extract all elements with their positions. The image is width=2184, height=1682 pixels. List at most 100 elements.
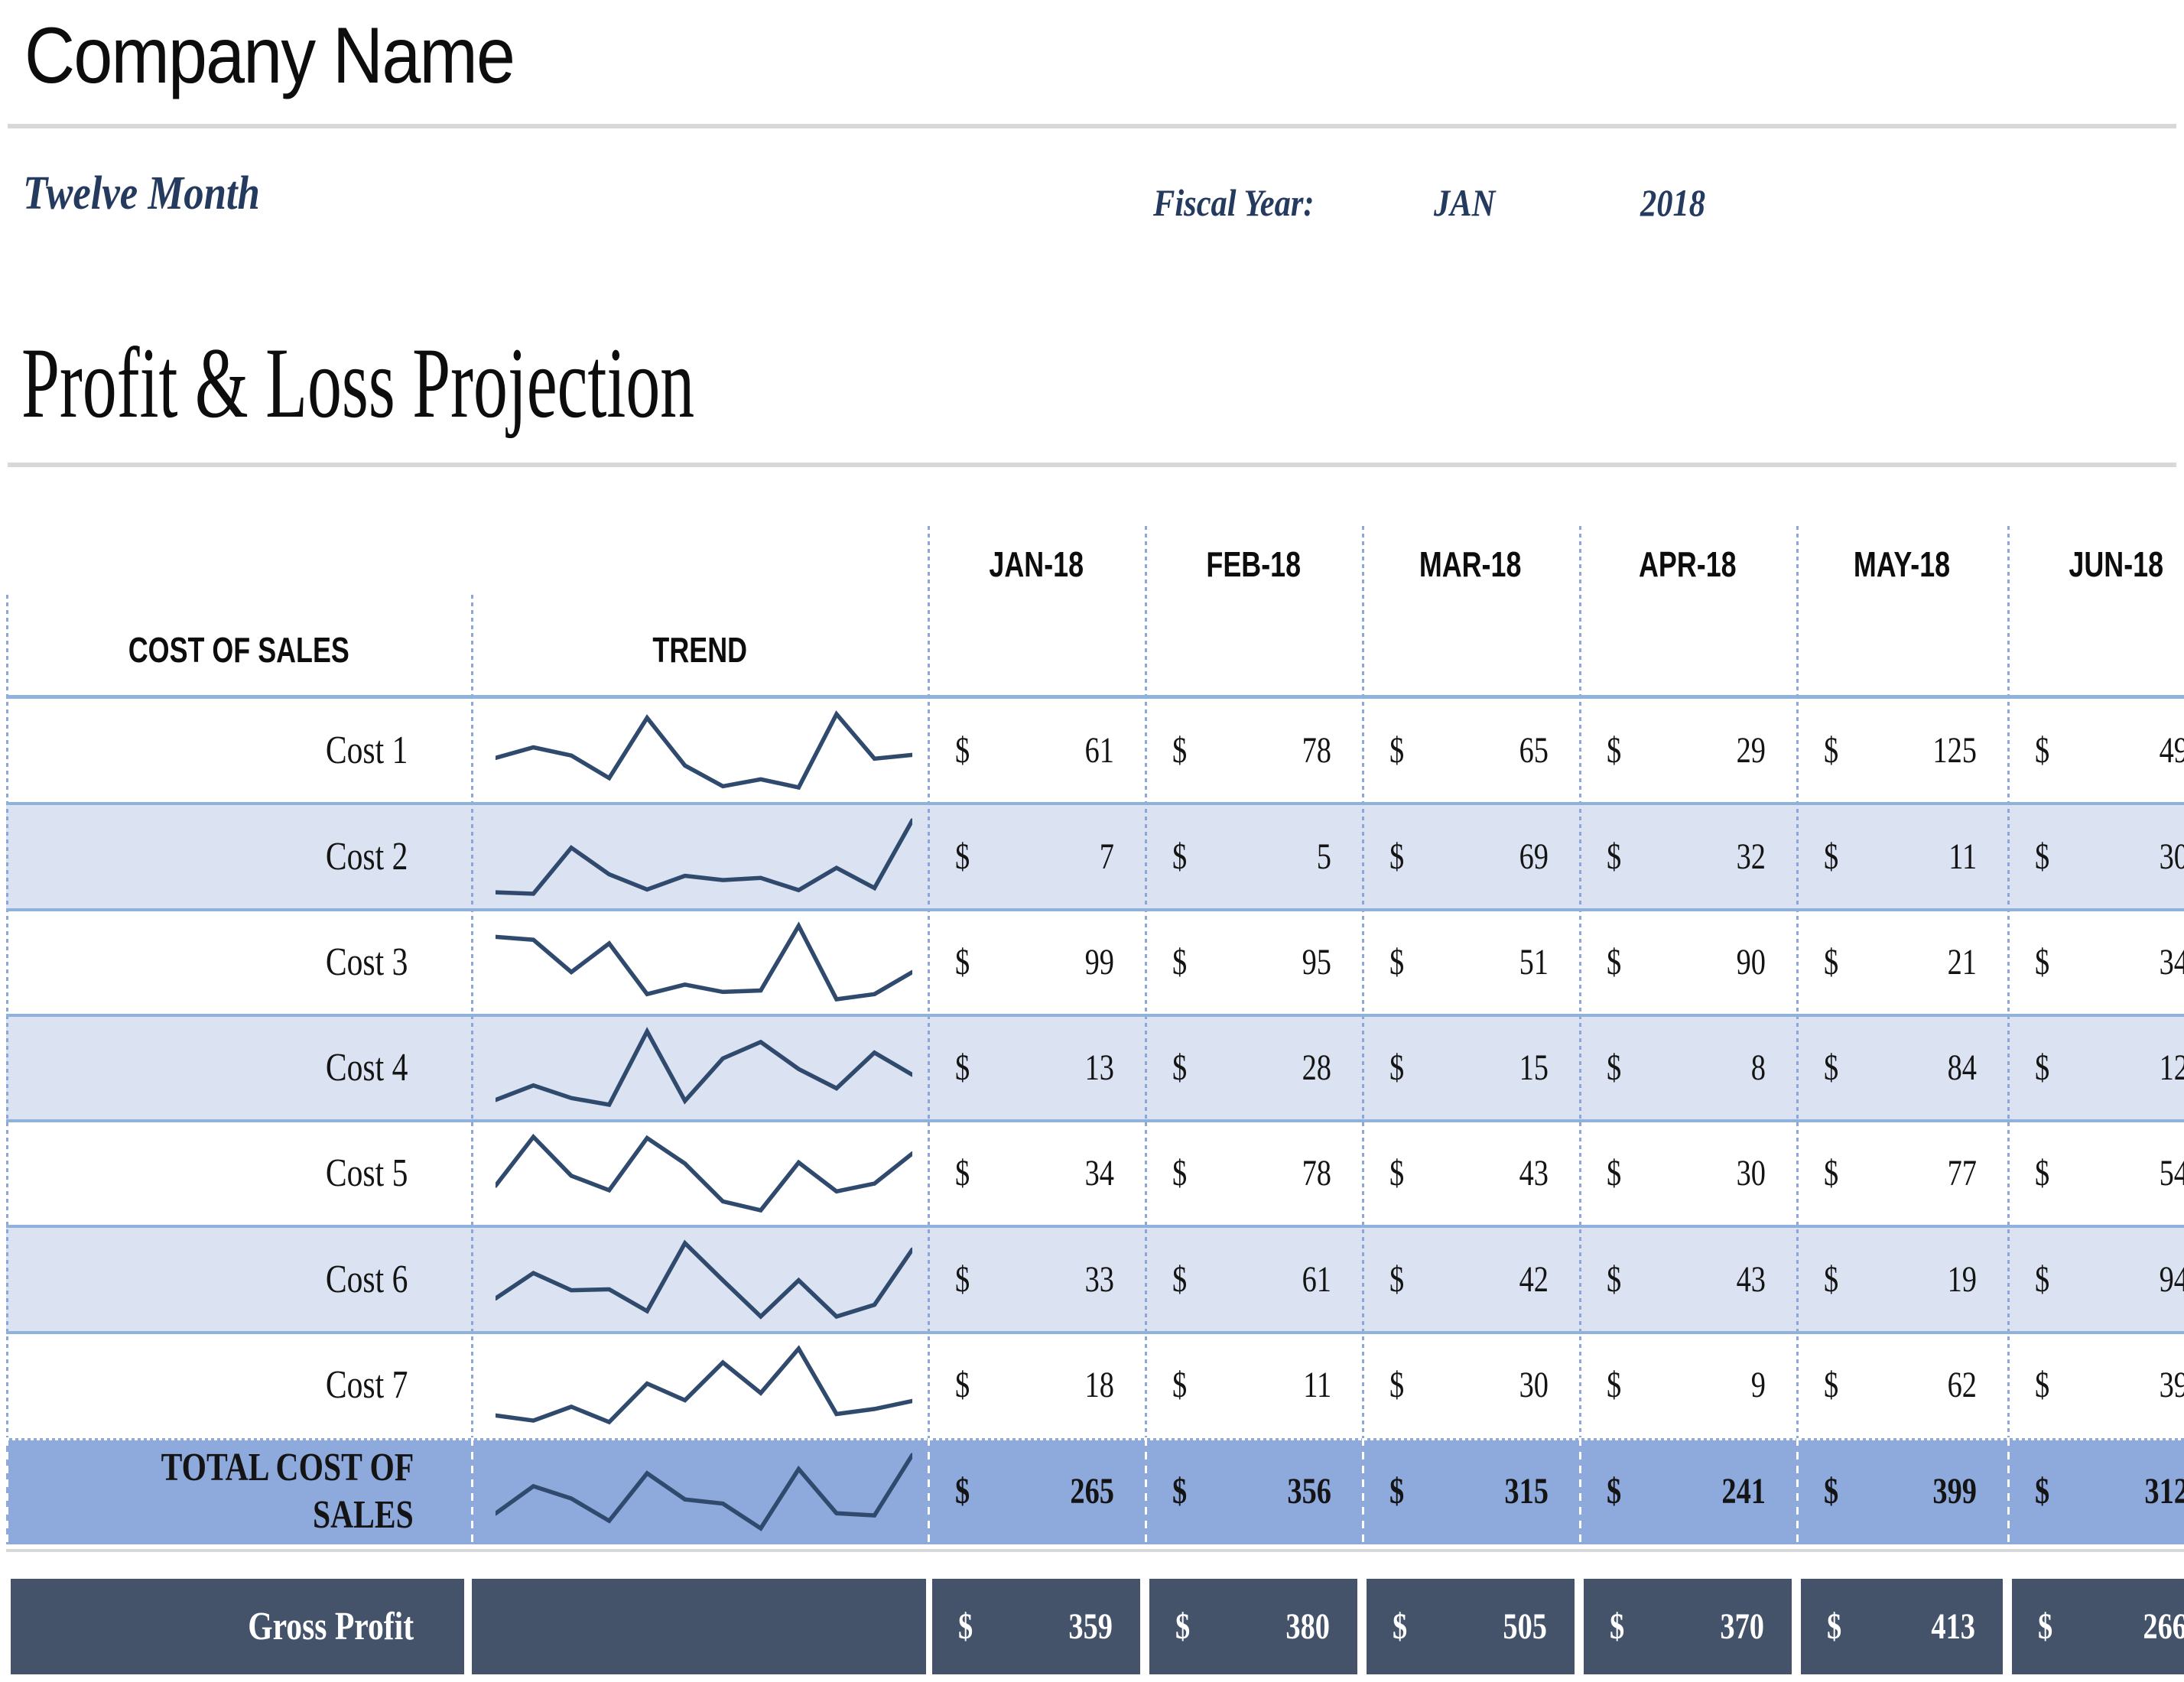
cell-value: 33	[1084, 1259, 1114, 1300]
cell-value: 34	[1084, 1153, 1114, 1193]
currency-symbol: $	[1607, 1471, 1622, 1512]
row-label-cell[interactable]: Cost 4	[305, 1015, 408, 1121]
currency-symbol: $	[1607, 1259, 1622, 1300]
header-underline	[6, 695, 2184, 699]
cell-value: 84	[1947, 1047, 1977, 1088]
row-stripe	[6, 804, 2184, 910]
gross-profit-value-cell[interactable]	[2012, 1579, 2184, 1674]
currency-symbol: $	[958, 1606, 973, 1647]
currency-symbol: $	[1172, 836, 1188, 877]
total-column-divider-dashed	[1579, 1438, 1581, 1544]
trend-header: TREND	[652, 630, 747, 670]
sparkline-total-cost-of-sales	[493, 1449, 915, 1534]
total-cell-value: 399	[1932, 1471, 1977, 1512]
sparkline-cost-2	[493, 814, 915, 900]
row-label-cell[interactable]: Cost 7	[305, 1333, 408, 1438]
table-bottom-shadow	[6, 1549, 2184, 1552]
gross-profit-value-cell[interactable]	[1584, 1579, 1792, 1674]
currency-symbol: $	[2035, 1471, 2050, 1512]
row-label-cell[interactable]: Cost 3	[305, 910, 408, 1015]
cell-value: 54	[2159, 1153, 2184, 1193]
currency-symbol: $	[1607, 730, 1622, 771]
cell-value: 39	[2159, 1365, 2184, 1405]
currency-symbol: $	[1389, 942, 1405, 982]
month-header: FEB-18	[1206, 544, 1301, 584]
gross-profit-value-cell[interactable]	[1367, 1579, 1575, 1674]
gross-profit-label: Gross Profit	[248, 1605, 414, 1648]
total-cell-value: 241	[1721, 1471, 1766, 1512]
row-divider	[6, 802, 2184, 805]
currency-symbol: $	[1607, 1365, 1622, 1405]
month-header: MAR-18	[1419, 544, 1522, 584]
cell-value: 5	[1316, 836, 1331, 877]
currency-symbol: $	[955, 836, 970, 877]
gross-profit-cell-value: 359	[1068, 1606, 1113, 1647]
currency-symbol: $	[1393, 1606, 1408, 1647]
row-label: Cost 7	[325, 1363, 408, 1407]
column-divider-dashed	[1579, 526, 1581, 1438]
column-divider-dashed	[1362, 526, 1364, 1438]
cell-value: 29	[1736, 730, 1766, 771]
row-label-cell[interactable]: Cost 5	[305, 1121, 408, 1226]
fiscal-year-cell[interactable]: 2018	[1640, 181, 1705, 224]
currency-symbol: $	[1172, 942, 1188, 982]
currency-symbol: $	[1172, 1471, 1188, 1512]
cell-value: 61	[1084, 730, 1114, 771]
total-cell-value: 356	[1287, 1471, 1331, 1512]
gross-profit-value-cell[interactable]	[1149, 1579, 1357, 1674]
cell-value: 42	[1519, 1259, 1549, 1300]
currency-symbol: $	[1824, 942, 1839, 982]
currency-symbol: $	[1172, 730, 1188, 771]
row-label: Cost 2	[325, 835, 408, 878]
page-title: Profit & Loss Projection	[21, 324, 1011, 441]
column-divider-dashed	[2007, 526, 2010, 1438]
total-column-divider-dashed	[471, 1438, 473, 1544]
cell-value: 32	[1736, 836, 1766, 877]
row-label-cell[interactable]: Cost 6	[305, 1226, 408, 1333]
cell-value: 19	[1947, 1259, 1977, 1300]
cell-value: 62	[1947, 1365, 1977, 1405]
cell-value: 7	[1099, 836, 1114, 877]
currency-symbol: $	[1389, 1047, 1405, 1088]
gross-profit-cell-value: 370	[1720, 1606, 1764, 1647]
cell-value: 13	[1084, 1047, 1114, 1088]
row-label: Cost 3	[325, 940, 408, 984]
column-divider-dashed	[928, 526, 930, 1438]
total-cell-value: 265	[1070, 1471, 1114, 1512]
total-column-divider-dashed	[1362, 1438, 1364, 1544]
currency-symbol: $	[955, 1365, 970, 1405]
sparkline-cost-1	[493, 708, 915, 794]
row-label-cell[interactable]: Cost 1	[305, 698, 408, 804]
total-cell-value: 315	[1504, 1471, 1549, 1512]
currency-symbol: $	[1824, 836, 1839, 877]
company-name: Company Name	[24, 11, 580, 102]
currency-symbol: $	[1607, 836, 1622, 877]
currency-symbol: $	[1389, 730, 1405, 771]
cell-value: 77	[1947, 1153, 1977, 1193]
cell-value: 49	[2159, 730, 2184, 771]
currency-symbol: $	[1607, 1153, 1622, 1193]
cell-value: 51	[1519, 942, 1549, 982]
cell-value: 18	[1084, 1365, 1114, 1405]
currency-symbol: $	[1824, 1365, 1839, 1405]
gross-profit-value-cell[interactable]	[1801, 1579, 2003, 1674]
month-header: APR-18	[1639, 544, 1737, 584]
row-label-cell[interactable]: Cost 2	[305, 804, 408, 910]
cell-value: 12	[2159, 1047, 2184, 1088]
header-divider	[8, 124, 2176, 128]
currency-symbol: $	[955, 1471, 970, 1512]
currency-symbol: $	[1607, 1047, 1622, 1088]
currency-symbol: $	[955, 1047, 970, 1088]
fiscal-month-cell[interactable]: JAN	[1434, 181, 1496, 224]
currency-symbol: $	[1610, 1606, 1625, 1647]
gross-profit-value-cell[interactable]	[932, 1579, 1140, 1674]
currency-symbol: $	[1389, 836, 1405, 877]
cost-of-sales-header: COST OF SALES	[128, 630, 349, 670]
cell-value: 78	[1302, 1153, 1331, 1193]
row-label: Cost 1	[325, 729, 408, 772]
row-label: Cost 5	[325, 1151, 408, 1195]
gross-profit-cell-value: 413	[1931, 1606, 1975, 1647]
total-column-divider-dashed	[6, 1438, 8, 1544]
currency-symbol: $	[1389, 1259, 1405, 1300]
